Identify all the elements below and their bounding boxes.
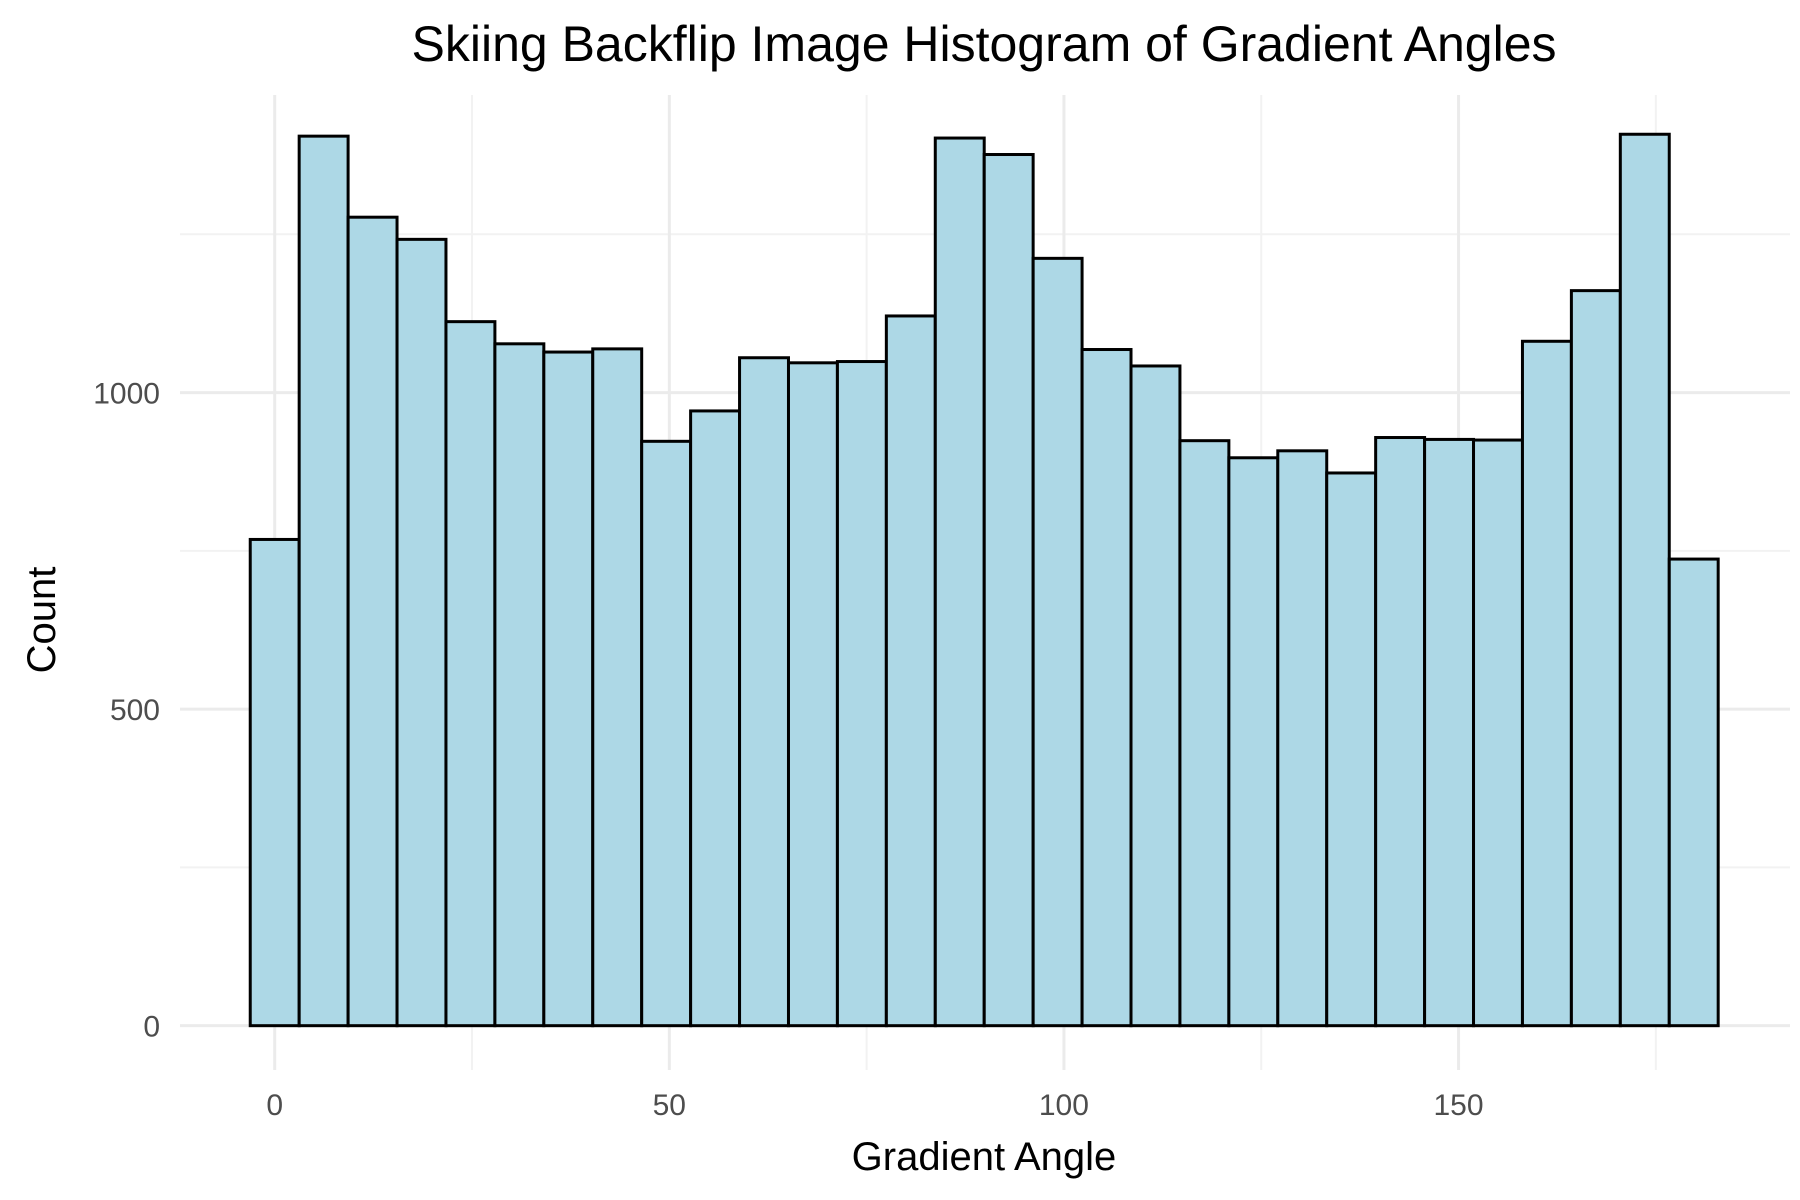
histogram-bar-13 <box>835 360 888 1028</box>
x-axis-title: Gradient Angle <box>852 1135 1117 1179</box>
histogram-bar-2 <box>297 134 350 1028</box>
histogram-bar-18 <box>1080 348 1133 1028</box>
histogram-bar-27 <box>1520 339 1573 1028</box>
histogram-bar-26 <box>1472 438 1524 1028</box>
y-axis-ticks: 0 500 1000 <box>93 378 160 1044</box>
histogram-bar-5 <box>444 320 497 1028</box>
x-tick-label: 0 <box>266 1089 283 1122</box>
y-axis-title: Count <box>20 567 64 674</box>
y-tick-label: 0 <box>143 1011 160 1044</box>
histogram-bar-29 <box>1618 132 1671 1028</box>
histogram-bar-23 <box>1325 471 1378 1028</box>
histogram-bar-6 <box>493 342 546 1028</box>
histogram-bar-8 <box>591 347 644 1028</box>
histogram-bar-3 <box>346 215 399 1028</box>
histogram-bar-15 <box>933 136 986 1028</box>
chart-title: Skiing Backflip Image Histogram of Gradi… <box>412 16 1557 72</box>
histogram-bar-21 <box>1227 456 1280 1028</box>
histogram-bar-28 <box>1569 289 1622 1028</box>
histogram-bar-10 <box>689 409 742 1028</box>
histogram-bar-12 <box>786 361 839 1028</box>
x-axis-ticks: 0 50 100 150 <box>266 1089 1483 1122</box>
x-tick-label: 50 <box>653 1089 686 1122</box>
histogram-bar-14 <box>884 314 937 1028</box>
histogram-bar-11 <box>738 356 790 1028</box>
x-tick-label: 150 <box>1433 1089 1483 1122</box>
y-tick-label: 500 <box>110 694 160 727</box>
histogram-bar-20 <box>1178 439 1231 1028</box>
histogram-bar-4 <box>395 237 448 1028</box>
histogram-bar-17 <box>1031 256 1084 1028</box>
x-tick-label: 100 <box>1039 1089 1089 1122</box>
histogram-bar-25 <box>1423 437 1476 1028</box>
histogram-bars <box>248 132 1720 1028</box>
histogram-bar-16 <box>982 153 1035 1028</box>
y-tick-label: 1000 <box>93 378 160 411</box>
histogram-bar-9 <box>640 439 693 1028</box>
histogram-bar-19 <box>1129 364 1182 1028</box>
histogram-bar-30 <box>1667 557 1720 1028</box>
histogram-bar-22 <box>1276 449 1329 1028</box>
histogram-bar-7 <box>542 350 595 1028</box>
histogram-bar-1 <box>248 537 301 1028</box>
histogram-bar-24 <box>1374 436 1427 1028</box>
